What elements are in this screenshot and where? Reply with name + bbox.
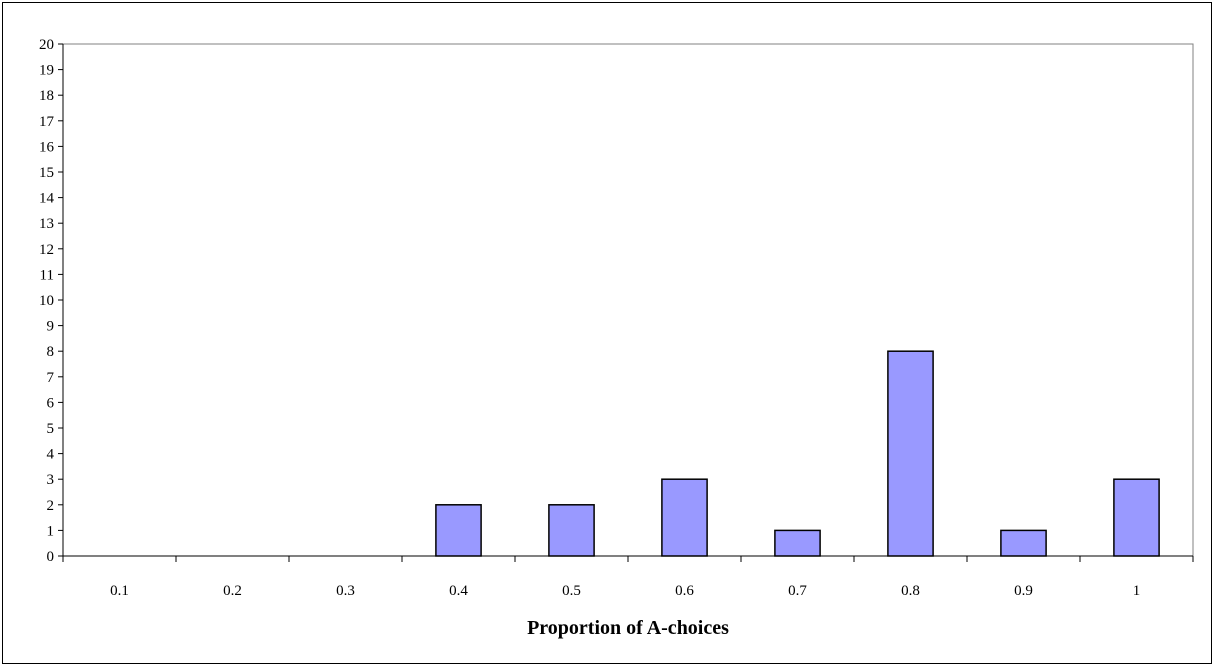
x-tick-label: 0.1 — [110, 583, 129, 599]
bar-0.5 — [548, 504, 595, 557]
y-tick-label: 5 — [47, 421, 55, 437]
y-tick-label: 10 — [39, 293, 54, 309]
y-tick-label: 13 — [39, 216, 54, 232]
y-tick-label: 6 — [47, 395, 55, 411]
y-tick-label: 14 — [39, 191, 55, 207]
bar-0.4 — [435, 504, 482, 557]
y-tick-label: 19 — [39, 63, 54, 79]
x-tick-label: 0.6 — [675, 583, 694, 599]
y-tick-label: 2 — [47, 498, 55, 514]
y-tick-label: 11 — [40, 267, 54, 283]
x-tick-label: 0.7 — [788, 583, 807, 599]
bar-0.8 — [887, 350, 934, 557]
x-tick-label: 0.4 — [449, 583, 468, 599]
x-axis: 0.1 0.2 0.3 0.4 0.5 0.6 0.7 0.8 0.9 1 — [62, 555, 1194, 599]
x-tick-label: 1 — [1133, 583, 1141, 599]
bars — [435, 350, 1160, 557]
x-tick-label: 0.2 — [223, 583, 242, 599]
y-tick-label: 3 — [47, 472, 55, 488]
x-tick-label: 0.3 — [336, 583, 355, 599]
y-tick-label: 12 — [39, 242, 54, 258]
y-tick-label: 16 — [39, 139, 55, 155]
y-tick-label: 20 — [39, 37, 54, 53]
x-tick-label: 0.9 — [1014, 583, 1033, 599]
y-tick-label: 0 — [47, 549, 55, 565]
bar-1 — [1113, 478, 1160, 557]
y-tick-label: 15 — [39, 165, 54, 181]
y-tick-label: 1 — [47, 523, 55, 539]
y-tick-label: 8 — [47, 344, 55, 360]
x-tick-label: 0.5 — [562, 583, 581, 599]
bar-0.7 — [774, 529, 821, 557]
y-tick-label: 17 — [39, 114, 55, 130]
bar-0.9 — [1000, 529, 1047, 557]
y-tick-label: 9 — [47, 319, 55, 335]
plot-area — [62, 43, 1194, 557]
x-axis-label: Proportion of A-choices — [527, 617, 729, 639]
y-tick-label: 7 — [47, 370, 55, 386]
y-tick-label: 18 — [39, 88, 54, 104]
y-tick-label: 4 — [47, 447, 55, 463]
bar-0.6 — [661, 478, 708, 557]
x-tick-label: 0.8 — [901, 583, 920, 599]
